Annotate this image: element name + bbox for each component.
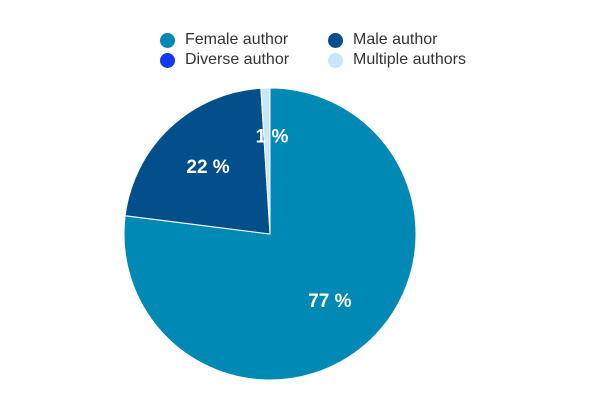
pie-label-male-author: 22 % [186, 157, 229, 178]
legend-item-male-author: Male author [328, 30, 438, 50]
legend-swatch-female-author [160, 32, 175, 48]
legend-item-female-author: Female author [160, 30, 288, 50]
legend-swatch-diverse-author [160, 52, 175, 68]
legend-label-male-author: Male author [353, 31, 438, 48]
chart-legend: Female author Male author Diverse author… [0, 0, 600, 80]
legend-label-female-author: Female author [185, 31, 289, 48]
pie-labels: 77 % 22 % 1 % [186, 127, 351, 312]
legend-label-diverse-author: Diverse author [185, 51, 290, 68]
pie-slice-multiple-authors [260, 87, 271, 235]
legend-item-diverse-author: Diverse author [160, 50, 289, 70]
legend-swatch-male-author [328, 32, 343, 48]
legend-swatch-multiple-authors [328, 52, 343, 68]
pie-label-female-author: 77 % [308, 291, 351, 312]
pie-label-multiple-authors: 1 % [256, 127, 289, 148]
pie-slices [123, 87, 417, 381]
legend-item-multiple-authors: Multiple authors [328, 50, 466, 70]
pie-slice-male-author [124, 87, 271, 235]
legend-label-multiple-authors: Multiple authors [353, 51, 466, 68]
